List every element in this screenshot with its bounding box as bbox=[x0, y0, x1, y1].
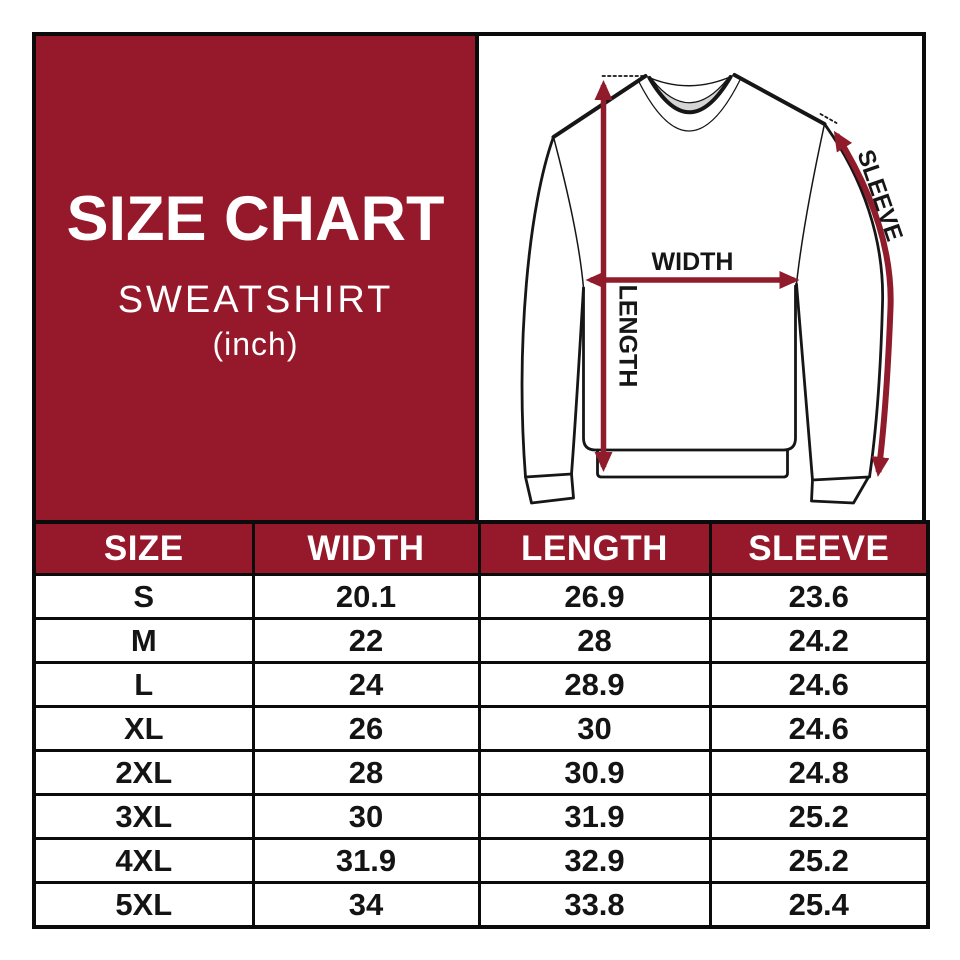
table-row: 4XL 31.9 32.9 25.2 bbox=[32, 837, 930, 884]
cell-size: XL bbox=[32, 705, 255, 752]
unit-label: (inch) bbox=[212, 326, 299, 362]
top-section: SIZE CHART SWEATSHIRT (inch) bbox=[32, 32, 926, 520]
cell-sleeve: 24.8 bbox=[708, 749, 930, 796]
header-size: SIZE bbox=[32, 520, 255, 576]
sweatshirt-diagram-icon: WIDTH LENGTH SLEEVE bbox=[520, 73, 908, 505]
cell-width: 34 bbox=[251, 881, 481, 929]
cell-width: 24 bbox=[251, 661, 481, 708]
cell-width: 30 bbox=[251, 793, 481, 840]
cell-length: 28.9 bbox=[477, 661, 712, 708]
table-row: XL 26 30 24.6 bbox=[32, 705, 930, 752]
cell-length: 33.8 bbox=[477, 881, 712, 929]
page-title: SIZE CHART bbox=[66, 184, 445, 254]
table-row: 2XL 28 30.9 24.8 bbox=[32, 749, 930, 796]
sweatshirt-outline bbox=[520, 73, 884, 505]
cell-width: 31.9 bbox=[251, 837, 481, 884]
width-label: WIDTH bbox=[652, 248, 734, 276]
table-row: S 20.1 26.9 23.6 bbox=[32, 573, 930, 620]
table-row: 5XL 34 33.8 25.4 bbox=[32, 881, 930, 929]
table-row: M 22 28 24.2 bbox=[32, 617, 930, 664]
size-table: SIZE WIDTH LENGTH SLEEVE S 20.1 26.9 23.… bbox=[32, 520, 930, 929]
cell-size: L bbox=[32, 661, 255, 708]
header-sleeve: SLEEVE bbox=[708, 520, 930, 576]
cell-sleeve: 23.6 bbox=[708, 573, 930, 620]
header-length: LENGTH bbox=[477, 520, 712, 576]
cell-length: 32.9 bbox=[477, 837, 712, 884]
cell-width: 20.1 bbox=[251, 573, 481, 620]
cell-sleeve: 25.2 bbox=[708, 793, 930, 840]
cell-size: 2XL bbox=[32, 749, 255, 796]
cell-length: 31.9 bbox=[477, 793, 712, 840]
cell-width: 28 bbox=[251, 749, 481, 796]
table-row: 3XL 30 31.9 25.2 bbox=[32, 793, 930, 840]
cell-size: 3XL bbox=[32, 793, 255, 840]
sleeve-label: SLEEVE bbox=[851, 146, 907, 244]
cell-sleeve: 25.2 bbox=[708, 837, 930, 884]
cell-size: 4XL bbox=[32, 837, 255, 884]
diagram-panel: WIDTH LENGTH SLEEVE bbox=[479, 36, 922, 520]
cell-size: 5XL bbox=[32, 881, 255, 929]
cell-sleeve: 24.2 bbox=[708, 617, 930, 664]
sleeve-dotted-line bbox=[819, 113, 838, 124]
cell-width: 26 bbox=[251, 705, 481, 752]
length-label: LENGTH bbox=[614, 285, 642, 388]
product-name: SWEATSHIRT bbox=[117, 279, 394, 321]
header-width: WIDTH bbox=[251, 520, 481, 576]
cell-length: 26.9 bbox=[477, 573, 712, 620]
cell-length: 30 bbox=[477, 705, 712, 752]
cell-sleeve: 24.6 bbox=[708, 661, 930, 708]
cell-sleeve: 24.6 bbox=[708, 705, 930, 752]
size-chart-sheet: SIZE CHART SWEATSHIRT (inch) bbox=[32, 32, 930, 929]
size-table-header-row: SIZE WIDTH LENGTH SLEEVE bbox=[32, 520, 930, 576]
cell-length: 30.9 bbox=[477, 749, 712, 796]
cell-size: M bbox=[32, 617, 255, 664]
title-panel: SIZE CHART SWEATSHIRT (inch) bbox=[36, 36, 479, 520]
sleeve-arrow bbox=[833, 130, 894, 477]
cell-size: S bbox=[32, 573, 255, 620]
table-row: L 24 28.9 24.6 bbox=[32, 661, 930, 708]
cell-sleeve: 25.4 bbox=[708, 881, 930, 929]
cell-length: 28 bbox=[477, 617, 712, 664]
cell-width: 22 bbox=[251, 617, 481, 664]
